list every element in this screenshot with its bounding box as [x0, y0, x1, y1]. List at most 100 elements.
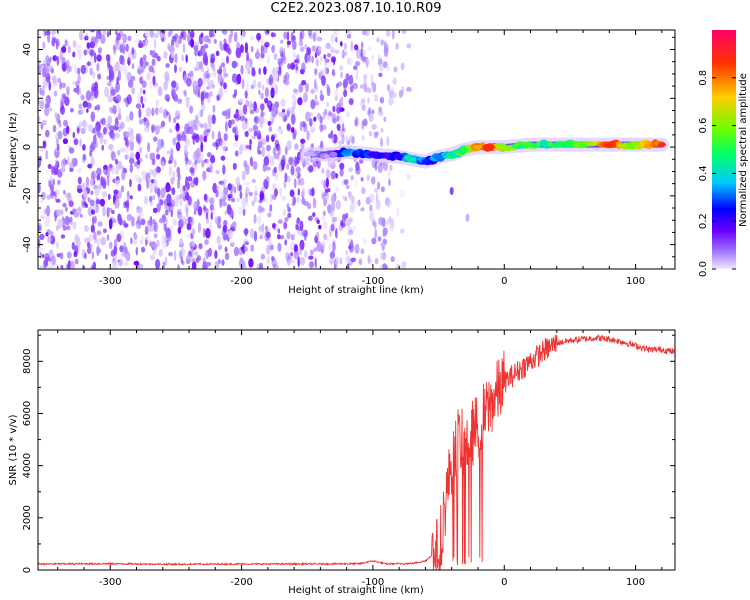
noise-blob	[196, 112, 201, 120]
noise-blob	[60, 97, 64, 107]
noise-blob	[205, 262, 212, 267]
noise-blob	[131, 216, 135, 227]
noise-blob	[152, 207, 158, 214]
noise-blob	[111, 70, 114, 80]
noise-blob	[385, 30, 391, 37]
noise-blob	[105, 253, 108, 260]
noise-blob	[90, 143, 94, 151]
noise-blob	[202, 227, 206, 238]
noise-blob	[280, 52, 286, 63]
noise-blob	[124, 131, 130, 139]
noise-blob	[185, 101, 190, 108]
noise-blob	[138, 263, 144, 269]
noise-blob	[246, 52, 250, 63]
noise-blob	[144, 195, 148, 205]
noise-blob	[172, 170, 176, 182]
noise-blob	[105, 167, 111, 179]
noise-blob	[245, 61, 250, 72]
noise-blob	[244, 241, 249, 246]
spectrogram-x-tick-label: -100	[362, 276, 385, 287]
noise-blob	[335, 36, 338, 43]
noise-blob	[217, 223, 222, 229]
noise-blob	[235, 47, 242, 59]
noise-blob	[377, 236, 382, 242]
noise-blob	[210, 33, 215, 38]
noise-blob	[117, 216, 123, 225]
noise-blob	[189, 105, 194, 114]
noise-blob	[91, 251, 95, 260]
noise-blob	[273, 166, 277, 174]
noise-blob	[221, 110, 228, 117]
noise-blob	[211, 84, 216, 89]
noise-blob	[53, 164, 59, 176]
noise-blob	[319, 90, 323, 95]
snr-y-tick-label: 6000	[22, 401, 33, 426]
noise-blob	[326, 67, 329, 75]
spectrogram-y-tick-label: 20	[22, 92, 33, 105]
noise-blob	[264, 87, 269, 98]
noise-blob	[382, 251, 387, 261]
noise-blob	[259, 121, 264, 128]
spectrogram-y-ticks: -40 -20 0 20 40	[22, 36, 675, 270]
noise-blob	[389, 164, 393, 172]
noise-blob	[173, 35, 177, 43]
noise-blob	[130, 75, 136, 82]
noise-blob	[180, 255, 184, 264]
noise-blob	[66, 64, 70, 75]
noise-blob	[336, 107, 341, 114]
noise-blob	[57, 77, 61, 84]
noise-blob	[290, 31, 294, 43]
noise-blob	[103, 127, 107, 135]
noise-blob	[100, 198, 105, 207]
noise-blob	[52, 194, 55, 200]
noise-blob	[202, 170, 207, 181]
noise-blob	[272, 146, 277, 156]
noise-blob	[96, 103, 101, 112]
noise-blob	[250, 84, 255, 90]
noise-blob	[300, 138, 306, 144]
noise-blob	[69, 108, 74, 113]
noise-blob	[310, 88, 315, 95]
noise-blob	[152, 136, 158, 142]
noise-blob	[316, 219, 320, 224]
noise-blob	[136, 215, 142, 227]
noise-blob	[245, 80, 250, 92]
signal-point	[368, 151, 377, 157]
noise-blob	[279, 46, 284, 56]
noise-blob	[334, 88, 339, 96]
noise-blob	[221, 202, 227, 207]
noise-blob	[382, 61, 388, 69]
noise-blob	[211, 53, 216, 63]
signal-point	[605, 142, 614, 148]
noise-blob	[260, 109, 264, 118]
noise-blob	[172, 137, 177, 146]
noise-blob	[107, 193, 111, 201]
noise-blob	[309, 112, 313, 117]
noise-blob	[180, 215, 187, 227]
noise-blob	[134, 161, 138, 167]
noise-blob	[161, 161, 165, 173]
noise-blob	[53, 90, 58, 97]
spectrogram-x-ticks: -300 -200 -100 0 100	[57, 30, 663, 287]
noise-blob	[334, 88, 339, 96]
noise-blob	[224, 252, 230, 261]
noise-blob	[330, 130, 333, 137]
snr-x-tick-label: 0	[501, 577, 507, 588]
noise-blob	[213, 68, 217, 78]
noise-blob	[406, 43, 412, 49]
noise-blob	[239, 191, 243, 200]
noise-blob	[50, 68, 55, 74]
noise-blob	[185, 176, 188, 188]
noise-blob	[124, 137, 128, 146]
noise-blob	[56, 143, 60, 151]
noise-blob	[77, 49, 82, 61]
noise-blob	[87, 241, 91, 249]
noise-blob	[337, 125, 341, 132]
colorbar-gradient	[712, 30, 736, 269]
noise-blob	[263, 156, 270, 166]
noise-blob	[249, 156, 254, 167]
noise-blob	[42, 140, 47, 149]
noise-blob	[271, 117, 274, 125]
noise-blob	[316, 112, 322, 120]
